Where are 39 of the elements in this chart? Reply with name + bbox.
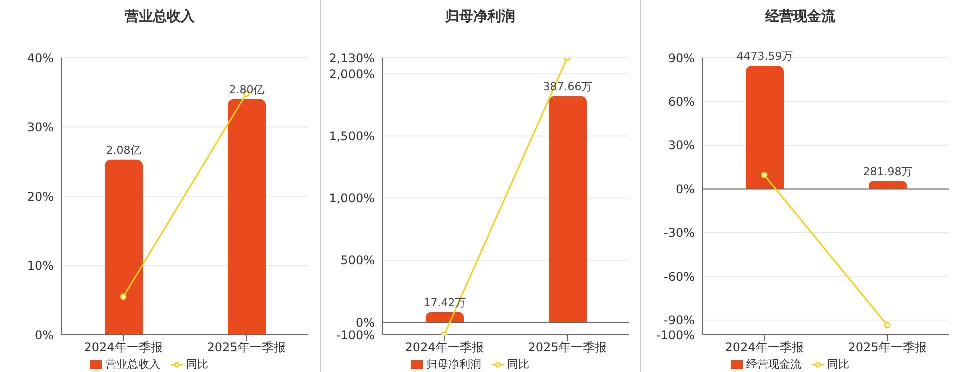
legend-label: 同比	[508, 358, 530, 371]
y-tick-label: 0%	[356, 316, 375, 330]
data-label: 4473.59万	[736, 50, 794, 64]
x-tick-label: 2024年一季报	[725, 340, 804, 355]
y-tick-label: 2,130%	[329, 51, 375, 66]
y-tick-label: 1,000%	[329, 192, 375, 206]
y-tick-label: 2,000%	[329, 67, 375, 82]
legend-label: 同比	[828, 358, 850, 371]
legend-label: 经营现金流	[746, 358, 802, 371]
y-tick-label: 30%	[668, 138, 695, 153]
x-tick-label: 2025年一季报	[207, 340, 286, 355]
y-tick-label: -100%	[656, 328, 695, 342]
y-tick-label: -100%	[336, 328, 375, 342]
x-tick-label: 2025年一季报	[528, 340, 607, 355]
x-tick-label: 2024年一季报	[405, 340, 484, 355]
data-label: 281.98万	[863, 165, 913, 178]
y-tick-label: 30%	[27, 120, 54, 135]
legend-label: 营业总收入	[106, 358, 160, 371]
y-tick-label: 10%	[27, 259, 54, 274]
y-tick-label: 20%	[27, 190, 54, 204]
x-tick-label: 2025年一季报	[848, 340, 927, 355]
y-tick-label: 60%	[668, 94, 695, 109]
y-tick-label: 1,500%	[329, 130, 375, 144]
legend-label: 归母净利润	[426, 358, 482, 371]
y-tick-label: 0%	[676, 182, 695, 196]
chart-title: 营业总收入	[124, 8, 196, 26]
y-tick-label: 40%	[27, 51, 54, 66]
y-tick-label: -60%	[664, 270, 695, 284]
y-tick-label: 0%	[34, 328, 54, 342]
y-tick-label: -90%	[664, 314, 695, 328]
y-tick-label: -30%	[664, 226, 695, 240]
legend-label: 同比	[186, 358, 208, 371]
chart-title: 归母净利润	[444, 8, 516, 26]
data-label: 2.80亿	[229, 83, 265, 96]
y-tick-label: 90%	[668, 51, 695, 66]
data-label: 2.08亿	[106, 144, 142, 157]
y-tick-label: 500%	[340, 254, 375, 268]
x-tick-label: 2024年一季报	[84, 340, 163, 355]
chart-title: 经营现金流	[764, 8, 836, 26]
